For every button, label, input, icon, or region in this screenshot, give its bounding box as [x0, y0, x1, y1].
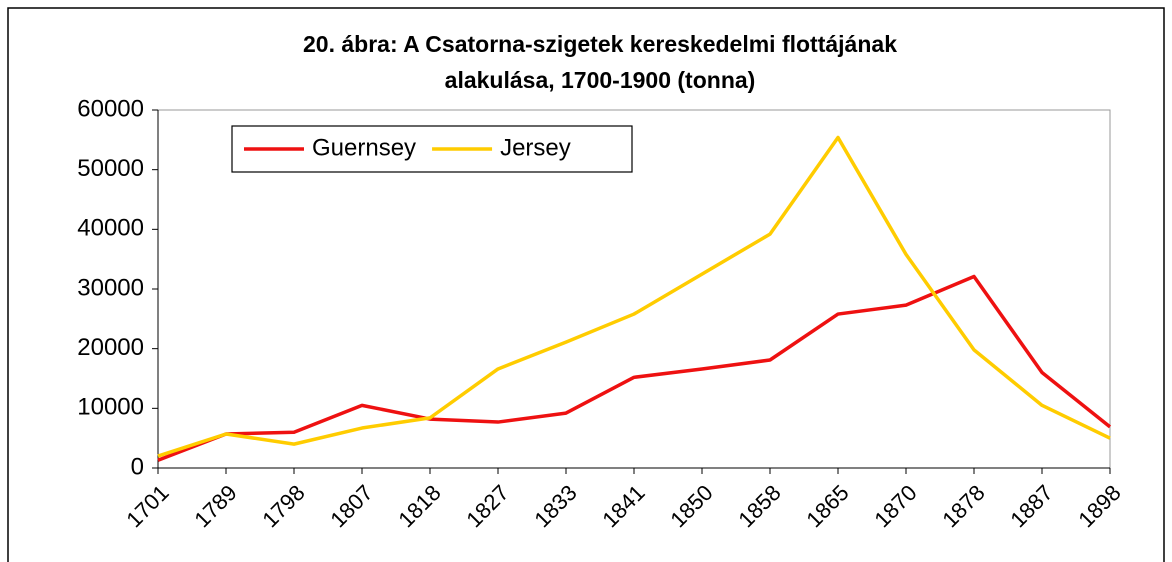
- data-line: [157, 135, 1111, 458]
- y-tick-label: 10000: [77, 394, 144, 421]
- chart-title: alakulása, 1700-1900 (tonna): [445, 67, 756, 93]
- y-tick-label: 50000: [77, 155, 144, 182]
- y-tick-label: 20000: [77, 334, 144, 361]
- y-tick-label: 60000: [77, 95, 144, 122]
- y-tick-label: 30000: [77, 274, 144, 301]
- data-line: [157, 274, 1112, 462]
- y-tick-label: 0: [131, 453, 144, 480]
- y-tick-label: 40000: [77, 215, 144, 242]
- chart-title: 20. ábra: A Csatorna-szigetek kereskedel…: [303, 31, 897, 57]
- legend-label: Guernsey: [312, 134, 416, 161]
- legend-label: Jersey: [500, 134, 571, 161]
- legend: Guernsey Jersey: [231, 125, 633, 173]
